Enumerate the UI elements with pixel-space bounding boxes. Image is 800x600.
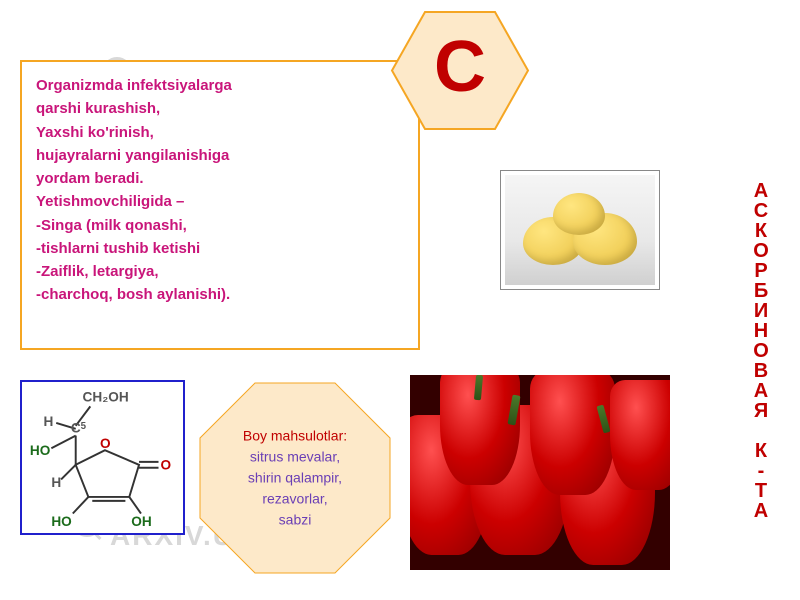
info-line: yordam beradi. [36, 167, 404, 190]
info-box: Organizmda infektsiyalarga qarshi kurash… [20, 60, 420, 350]
vitamin-hexagon: C [390, 10, 530, 131]
formula-bonds [51, 406, 158, 513]
svg-text:OH: OH [131, 514, 151, 529]
sources-title: Boy mahsulotlar: [225, 426, 365, 447]
svg-text:O: O [100, 436, 111, 451]
svg-text:5: 5 [81, 421, 87, 432]
sources-item: sabzi [225, 510, 365, 531]
pepper-image [410, 375, 670, 570]
info-line: -Zaiflik, letargiya, [36, 260, 404, 283]
info-line: hujayralarni yangilanishiga [36, 144, 404, 167]
svg-text:CH₂OH: CH₂OH [83, 389, 129, 404]
svg-text:H: H [51, 475, 61, 490]
chemical-formula: CH₂OH H C 5 HO O O H HO OH [20, 380, 185, 535]
sources-item: sitrus mevalar, [225, 447, 365, 468]
sources-item: rezavorlar, [225, 489, 365, 510]
info-line: Organizmda infektsiyalarga [36, 74, 404, 97]
svg-text:HO: HO [30, 443, 51, 458]
info-line: -charchoq, bosh aylanishi). [36, 283, 404, 306]
vertical-label: АСКОРБИНОВАЯ К-ТА [749, 180, 772, 520]
sources-text: Boy mahsulotlar: sitrus mevalar, shirin … [225, 426, 365, 531]
info-line: Yaxshi ko'rinish, [36, 121, 404, 144]
svg-text:HO: HO [51, 514, 72, 529]
vitamin-letter: C [434, 25, 486, 107]
info-line: -tishlarni tushib ketishi [36, 237, 404, 260]
lemon-image-inner [505, 175, 655, 285]
sources-item: shirin qalampir, [225, 468, 365, 489]
info-line: Yetishmovchiligida – [36, 190, 404, 213]
svg-text:C: C [71, 421, 81, 436]
svg-text:O: O [160, 458, 171, 473]
info-line: qarshi kurashish, [36, 97, 404, 120]
sources-octagon: Boy mahsulotlar: sitrus mevalar, shirin … [195, 378, 395, 578]
info-line: -Singa (milk qonashi, [36, 214, 404, 237]
svg-text:H: H [44, 414, 54, 429]
lemon-image [500, 170, 660, 290]
